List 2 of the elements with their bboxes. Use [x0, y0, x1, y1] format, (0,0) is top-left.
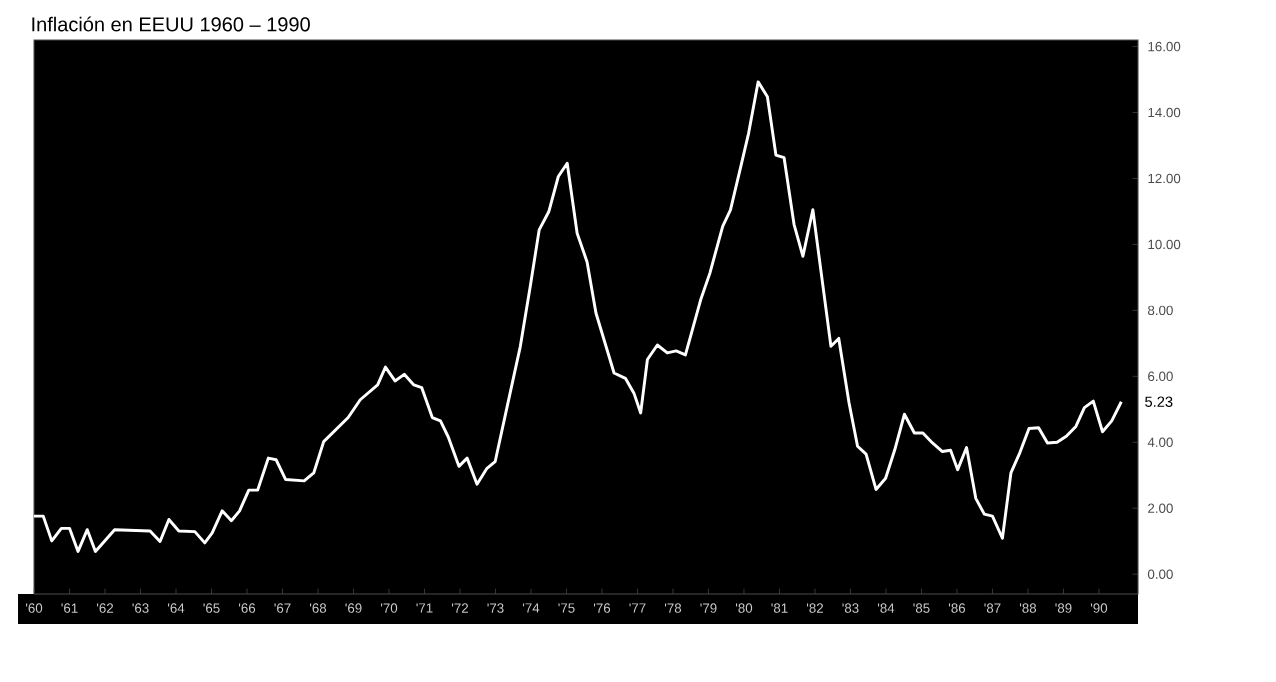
line-series: [34, 80, 1123, 553]
chart-title: Inflación en EEUU 1960 – 1990: [32, 16, 310, 32]
